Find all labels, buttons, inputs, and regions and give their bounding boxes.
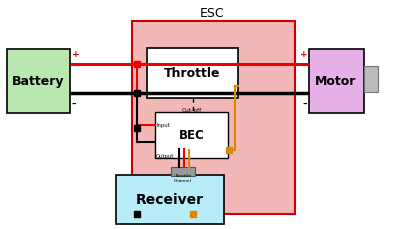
- Text: Throttle: Throttle: [164, 67, 221, 80]
- FancyBboxPatch shape: [132, 21, 295, 214]
- Text: +: +: [300, 50, 307, 60]
- FancyBboxPatch shape: [155, 112, 228, 158]
- Text: Output: Output: [156, 154, 174, 159]
- Text: Input: Input: [156, 123, 170, 128]
- FancyBboxPatch shape: [171, 167, 195, 176]
- Text: +: +: [72, 50, 79, 60]
- Text: Cut-off: Cut-off: [182, 108, 202, 113]
- FancyBboxPatch shape: [7, 49, 70, 113]
- Text: Receiver: Receiver: [136, 193, 204, 207]
- FancyBboxPatch shape: [147, 48, 238, 98]
- FancyBboxPatch shape: [364, 66, 378, 92]
- Text: ESC: ESC: [200, 7, 224, 20]
- Text: Battery: Battery: [12, 75, 65, 88]
- Text: BEC: BEC: [179, 129, 204, 142]
- Text: Throttle
Channel: Throttle Channel: [174, 174, 192, 183]
- Text: –: –: [303, 100, 307, 109]
- Text: Motor: Motor: [315, 75, 357, 88]
- FancyBboxPatch shape: [116, 175, 224, 224]
- FancyBboxPatch shape: [309, 49, 364, 113]
- Text: –: –: [72, 100, 76, 109]
